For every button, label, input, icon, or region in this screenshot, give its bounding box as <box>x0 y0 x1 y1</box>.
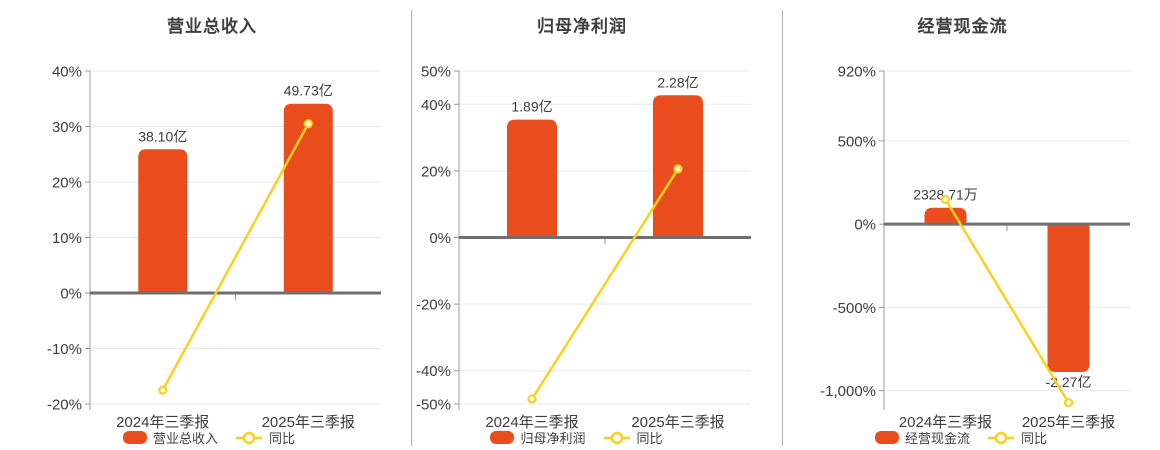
line-point[interactable] <box>158 385 168 395</box>
y-axis-label: -50% <box>416 397 451 414</box>
bar-value-label: 38.10亿 <box>138 128 187 144</box>
bar-2024年三季报[interactable] <box>924 207 967 225</box>
bar-value-label: 49.73亿 <box>284 83 333 99</box>
bar-2025年三季报[interactable] <box>1047 224 1090 373</box>
legend-net-profit: 归母净利润 同比 <box>412 428 741 447</box>
bar-2024年三季报[interactable] <box>507 119 557 238</box>
revenue-plot: 40% 30% 20% 10% 0% -10% -20% 38.10亿 49.73亿 2024年三… <box>47 64 381 431</box>
legend-revenue: 营业总收入 同比 <box>7 428 411 447</box>
legend-cash-flow: 经营现金流 同比 <box>783 428 1139 447</box>
x-axis-label: 2025年三季报 <box>262 414 355 431</box>
y-axis-label: 0% <box>429 230 451 247</box>
y-axis-label: -10% <box>47 341 82 358</box>
bar-swatch-icon <box>490 431 515 444</box>
legend-line-label: 同比 <box>636 431 663 446</box>
panel-divider <box>782 10 783 446</box>
y-axis-label: -40% <box>416 363 451 380</box>
y-axis-label: 500% <box>838 133 876 150</box>
x-axis-label: 2024年三季报 <box>485 414 578 431</box>
legend-item-line[interactable]: 同比 <box>235 428 295 447</box>
chart-panel-revenue: 营业总收入 40% 30% 20% 10% 0% -10% -20% 38.10亿 49.73亿… <box>0 0 411 450</box>
legend-item-bar[interactable]: 经营现金流 <box>874 428 970 447</box>
y-axis-label: -1,000% <box>820 383 876 400</box>
legend-line-label: 同比 <box>269 431 296 446</box>
line-point[interactable] <box>527 394 537 404</box>
y-axis-label: 10% <box>52 230 82 247</box>
legend-bar-label: 经营现金流 <box>904 431 970 446</box>
line-point[interactable] <box>673 164 683 174</box>
chart-title-revenue: 营业总收入 <box>167 17 257 36</box>
bar-swatch-icon <box>122 431 147 444</box>
y-axis-label: -20% <box>47 397 82 414</box>
chart-title-net-profit: 归母净利润 <box>537 17 627 36</box>
bar-value-label: 2328.71万 <box>913 187 978 203</box>
yoy-line[interactable] <box>161 123 310 391</box>
y-axis-label: 30% <box>52 119 82 136</box>
chart-panel-net-profit: 归母净利润 50% 40% 20% 0% -20% -40% -50% 1.89亿 2.28亿 2… <box>412 0 782 450</box>
x-axis-label: 2024年三季报 <box>116 414 209 431</box>
y-axis-label: 40% <box>421 97 451 114</box>
x-axis-label: 2025年三季报 <box>1022 414 1115 431</box>
yoy-line[interactable] <box>944 198 1070 404</box>
bar-value-label: 1.89亿 <box>511 99 552 115</box>
chart-panel-cash-flow: 经营现金流 920% 500% 0% -500% -1,000% 2328.71万 -2.2… <box>783 0 1160 450</box>
y-axis-label: 0% <box>60 286 82 303</box>
cash-flow-plot: 920%500%0%-500%-1,000%2328.71万-2.27亿2024… <box>820 64 1130 431</box>
line-point[interactable] <box>1063 398 1074 408</box>
line-circle-swatch-icon <box>988 431 1014 444</box>
legend-line-label: 同比 <box>1021 431 1048 446</box>
legend-item-line[interactable]: 同比 <box>603 428 663 447</box>
legend-bar-label: 营业总收入 <box>152 431 218 446</box>
legend-item-bar[interactable]: 归母净利润 <box>490 428 586 447</box>
panel-divider <box>411 10 412 446</box>
net-profit-plot: 50% 40% 20% 0% -20% -40% -50% 1.89亿 2.28亿 2024年三季… <box>416 64 751 431</box>
y-axis-label: 0% <box>854 217 876 234</box>
y-axis-label: -500% <box>833 300 876 317</box>
line-point[interactable] <box>940 194 951 204</box>
legend-item-bar[interactable]: 营业总收入 <box>122 428 218 447</box>
bar-2024年三季报[interactable] <box>138 149 188 293</box>
y-axis-label: 20% <box>421 163 451 180</box>
x-axis-label: 2025年三季报 <box>631 414 724 431</box>
line-point[interactable] <box>303 119 313 129</box>
yoy-line[interactable] <box>530 168 680 400</box>
x-axis-label: 2024年三季报 <box>899 414 992 431</box>
bar-swatch-icon <box>874 431 899 444</box>
bar-value-label: 2.28亿 <box>657 74 698 90</box>
line-circle-swatch-icon <box>236 431 262 444</box>
legend-item-line[interactable]: 同比 <box>987 428 1047 447</box>
legend-bar-label: 归母净利润 <box>520 431 586 446</box>
y-axis-label: 40% <box>52 64 82 81</box>
y-axis-label: 920% <box>838 64 876 81</box>
y-axis-label: 20% <box>52 175 82 192</box>
line-circle-swatch-icon <box>603 431 630 444</box>
y-axis-label: 50% <box>421 64 451 81</box>
y-axis-label: -20% <box>416 297 451 314</box>
chart-title-cash-flow: 经营现金流 <box>917 17 1008 36</box>
bar-2025年三季报[interactable] <box>283 103 333 294</box>
